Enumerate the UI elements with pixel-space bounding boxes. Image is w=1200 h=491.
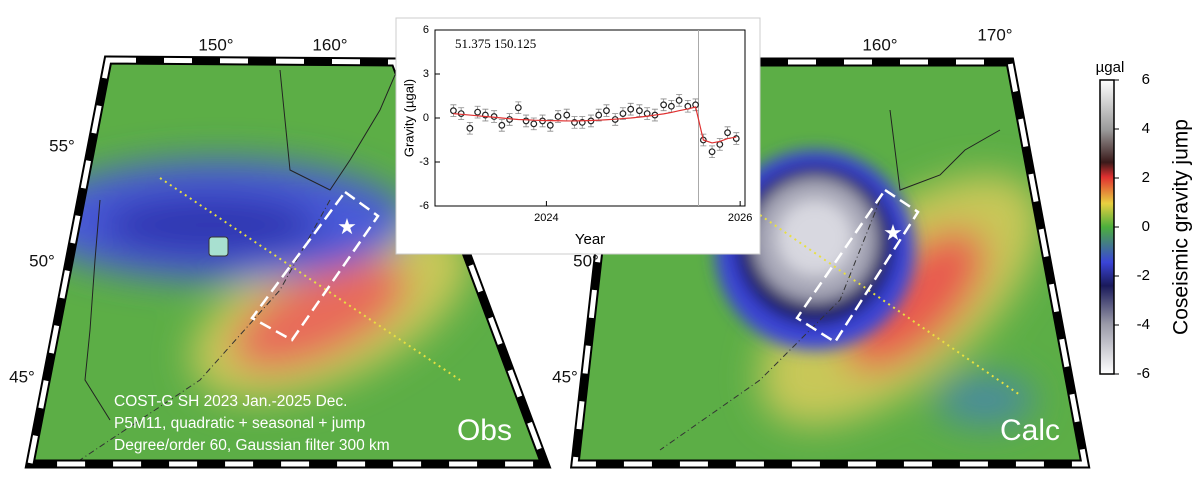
caption: COST-G SH 2023 Jan.-2025 Dec. <box>114 393 347 410</box>
caption: P5M11, quadratic + seasonal + jump <box>114 415 365 432</box>
data-point <box>563 111 571 119</box>
data-point <box>732 135 740 142</box>
colorbar-ramp <box>1099 79 1115 375</box>
data-point <box>554 113 562 120</box>
colorbar-unit: µgal <box>1096 59 1125 76</box>
data-point <box>498 121 506 129</box>
colorbar-tick-label: -6 <box>1137 365 1150 382</box>
colorbar-tick-label: -4 <box>1137 316 1150 333</box>
caption: Degree/order 60, Gaussian filter 300 km <box>114 437 390 454</box>
panel-label: Obs <box>457 414 512 447</box>
panel-label: Calc <box>1000 414 1060 447</box>
lat-label: 45° <box>552 367 578 386</box>
svg-text:★: ★ <box>337 214 357 239</box>
data-point <box>660 101 668 109</box>
lat-label: 45° <box>9 367 35 386</box>
lat-label: 50° <box>29 251 55 270</box>
colorbar-tick-label: 6 <box>1142 71 1150 88</box>
y-tick-label: 6 <box>423 24 429 36</box>
y-tick-label: 3 <box>423 68 429 80</box>
lon-label: 150° <box>198 35 233 54</box>
y-tick-label: -3 <box>419 156 429 168</box>
data-point <box>522 117 530 125</box>
lon-label: 170° <box>977 25 1012 44</box>
fit-line <box>453 106 737 144</box>
colorbar-tick-label: 0 <box>1142 218 1150 235</box>
lon-label: 160° <box>312 35 347 54</box>
x-tick-label: 2024 <box>534 212 558 224</box>
annotation: 51.375 150.125 <box>455 36 536 51</box>
x-axis-label: Year <box>575 231 605 248</box>
colorbar-tick-label: -2 <box>1137 267 1150 284</box>
data-point <box>667 102 675 110</box>
data-point <box>546 121 554 129</box>
data-point <box>474 108 482 116</box>
inset-chart: 51.375 150.125 Year Gravity (µgal) -6 -3 0… <box>395 17 761 255</box>
data-point <box>530 120 538 128</box>
calc-map: ★ 160° 170° 50° 45° Calc <box>552 25 1091 469</box>
data-point <box>450 107 457 115</box>
data-point <box>514 104 522 112</box>
data-point <box>636 107 643 115</box>
colorbar-label: Coseismic gravity jump <box>1170 119 1193 335</box>
lat-label: 55° <box>49 136 75 155</box>
data-point <box>595 111 603 119</box>
colorbar: µgal Coseismic gravity jump 6 4 2 0 -2 -4 -6 <box>1096 59 1193 382</box>
colorbar-tick-label: 2 <box>1142 169 1150 186</box>
y-tick-label: 0 <box>423 112 429 124</box>
data-point <box>708 148 716 156</box>
colorbar-tick-label: 4 <box>1142 120 1150 137</box>
data-point <box>603 107 610 115</box>
data-point <box>675 96 683 104</box>
x-tick-label: 2026 <box>728 212 752 224</box>
data-point <box>724 129 731 137</box>
data-point <box>466 124 474 132</box>
lat-label: 50° <box>573 251 599 270</box>
y-axis-label: Gravity (µgal) <box>401 79 416 157</box>
inset-background <box>395 17 761 255</box>
data-point <box>619 110 627 117</box>
y-tick-label: -6 <box>419 200 429 212</box>
data-point <box>627 105 635 113</box>
svg-text:★: ★ <box>883 220 903 245</box>
lon-label: 160° <box>862 35 897 54</box>
